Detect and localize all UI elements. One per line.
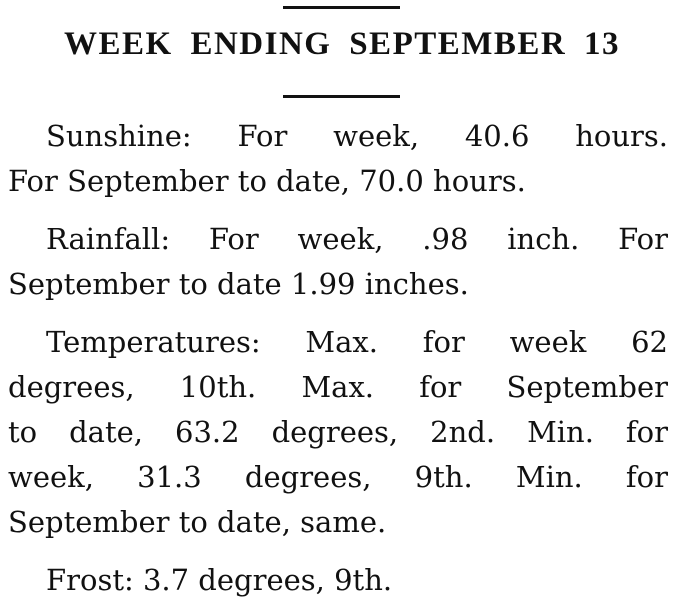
text-line: Temperatures: Max. for week 62 [46, 325, 668, 359]
text-line: week, 31.3 degrees, 9th. Min. for [8, 460, 668, 494]
text-line: September to date, same. [8, 505, 387, 539]
paragraph: Sunshine: For week, 40.6 hours. For Septe… [8, 114, 668, 204]
article-body: Sunshine: For week, 40.6 hours. For Septe… [8, 114, 668, 616]
paragraph: Temperatures: Max. for week 62 degrees, 1… [8, 320, 668, 545]
top-rule [283, 6, 400, 9]
text-line: For September to date, 70.0 hours. [8, 164, 526, 198]
text-line: September to date 1.99 inches. [8, 267, 469, 301]
paragraph: Frost: 3.7 degrees, 9th. [8, 558, 668, 603]
paragraph: Rainfall: For week, .98 inch. For Septemb… [8, 217, 668, 307]
page: {"header": {"title": "WEEK ENDING SEPTEM… [8, 6, 668, 597]
text-line: Frost: 3.7 degrees, 9th. [46, 563, 393, 597]
text-line: Rainfall: For week, .98 inch. For [46, 222, 668, 256]
text-line: Sunshine: For week, 40.6 hours. [46, 119, 668, 153]
text-line: degrees, 10th. Max. for September [8, 370, 668, 404]
title: WEEK ENDING SEPTEMBER 13 [64, 26, 620, 62]
bottom-rule [283, 95, 400, 98]
text-line: to date, 63.2 degrees, 2nd. Min. for [8, 415, 668, 449]
